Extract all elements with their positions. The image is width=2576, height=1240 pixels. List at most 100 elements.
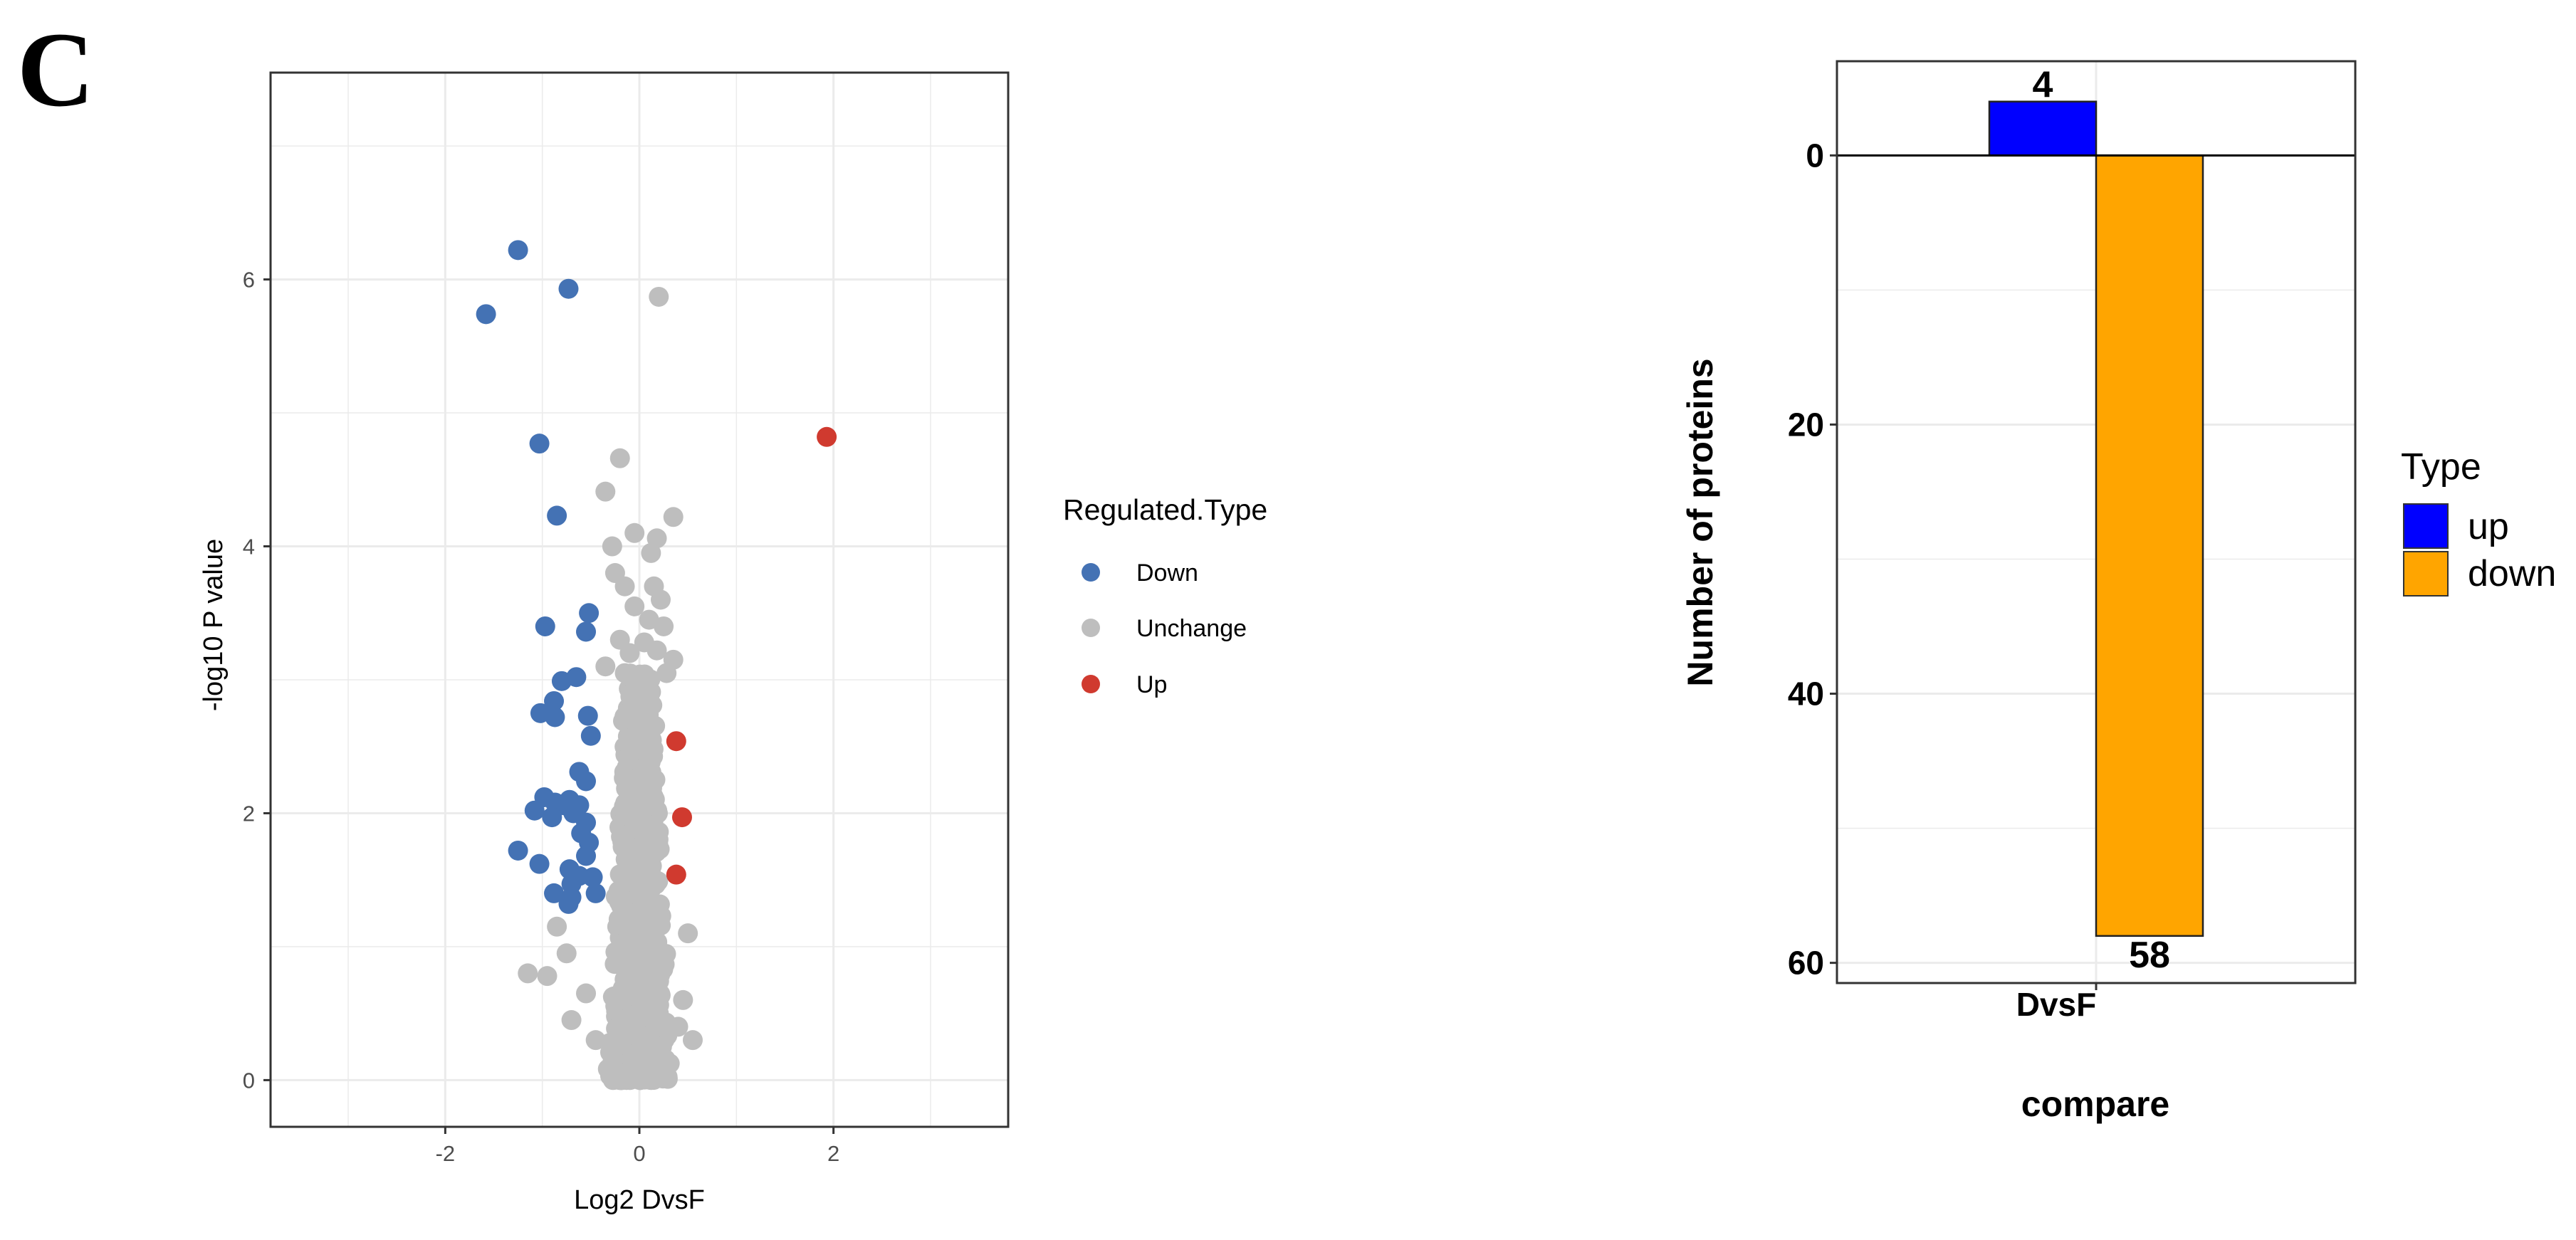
point-unchange [537, 966, 557, 987]
point-unchange-cloud [654, 1052, 675, 1073]
bar-down [2095, 154, 2204, 937]
point-down [508, 840, 528, 861]
point-unchange [641, 542, 661, 563]
point-unchange-cloud [622, 1049, 642, 1069]
point-unchange-cloud [642, 894, 662, 915]
point-unchange [656, 663, 677, 683]
point-down [558, 893, 579, 914]
point-down [544, 690, 565, 711]
point-unchange [561, 1010, 582, 1031]
point-unchange [678, 923, 698, 944]
point-unchange [654, 616, 674, 636]
point-unchange-cloud [627, 865, 648, 886]
bar-y-tick-label: 20 [1788, 406, 1824, 443]
point-down [544, 883, 565, 903]
volcano-x-tick-label: -2 [436, 1141, 456, 1166]
point-unchange-cloud [612, 831, 633, 852]
panel-label: C [17, 11, 94, 129]
legend-key-down [1082, 563, 1100, 582]
legend-key-down-bar [2403, 551, 2449, 597]
point-unchange [682, 1030, 703, 1051]
point-up [817, 426, 837, 447]
point-up [666, 731, 686, 752]
point-down [476, 304, 496, 325]
point-unchange [646, 640, 667, 661]
point-unchange [576, 983, 597, 1004]
bar-up [1988, 100, 2098, 157]
point-unchange-cloud [619, 745, 639, 765]
point-unchange-cloud [630, 972, 651, 992]
point-unchange [609, 448, 630, 468]
legend-label-down-bar: down [2468, 553, 2556, 594]
point-unchange [585, 1030, 606, 1051]
point-down [566, 667, 587, 688]
point-unchange-cloud [643, 1068, 664, 1089]
point-up [666, 864, 686, 885]
point-down [542, 807, 562, 828]
point-unchange [595, 656, 616, 677]
volcano-y-tick-label: 0 [243, 1068, 255, 1093]
point-down [545, 707, 565, 727]
volcano-x-tick-label: 0 [633, 1141, 645, 1166]
point-unchange [663, 507, 684, 527]
point-unchange [614, 663, 635, 683]
point-unchange-cloud [638, 690, 659, 711]
volcano-ticks: -2 0 2 0 2 4 6 [243, 268, 840, 1166]
bar-y-tick-label: 60 [1788, 945, 1824, 982]
point-down [579, 603, 600, 624]
point-unchange-cloud [613, 948, 634, 969]
point-down [585, 883, 606, 903]
point-unchange [595, 481, 616, 502]
point-unchange [602, 536, 622, 557]
legend-label-up: Up [1136, 671, 1167, 698]
legend-label-unchange: Unchange [1136, 615, 1247, 642]
point-down [547, 505, 567, 526]
point-down [576, 621, 597, 642]
point-unchange-cloud [605, 886, 626, 907]
bar-marks: 4 58 [1837, 65, 2355, 976]
bar-ticks: 0 20 40 60 DvsF [1788, 137, 2098, 1023]
point-down [529, 434, 550, 454]
point-unchange-cloud [644, 996, 664, 1016]
point-unchange-cloud [649, 821, 669, 842]
point-unchange [650, 589, 671, 610]
point-unchange-cloud [632, 811, 653, 831]
point-down [577, 705, 598, 726]
point-unchange [624, 596, 645, 616]
bar-y-axis-title: Number of proteins [1680, 358, 1720, 686]
point-down [508, 240, 528, 261]
point-unchange [668, 1016, 688, 1037]
point-unchange-cloud [626, 1021, 646, 1041]
point-down [558, 278, 579, 299]
bar-x-tick-label: DvsF [2016, 986, 2096, 1023]
point-unchange-cloud [628, 987, 649, 1008]
point-unchange-cloud [606, 1018, 627, 1039]
point-down [524, 800, 545, 821]
point-down [582, 867, 603, 888]
point-unchange [518, 963, 538, 984]
volcano-y-tick-label: 6 [243, 268, 255, 293]
volcano-y-axis-title: -log10 P value [199, 539, 229, 711]
bar-legend-title: Type [2401, 446, 2481, 488]
volcano-y-tick-label: 2 [243, 801, 255, 826]
bar-y-tick-label: 0 [1806, 137, 1824, 174]
volcano-points [476, 240, 837, 1091]
point-down [576, 846, 597, 866]
point-unchange [624, 522, 645, 543]
bar-chart: 4 58 0 20 40 60 DvsF compare Number of protei… [1680, 60, 2556, 1124]
legend-key-unchange [1082, 619, 1100, 637]
bar-legend: Type up down [2401, 446, 2556, 597]
point-unchange-cloud [639, 851, 660, 872]
bar-value-label-up: 4 [2033, 65, 2053, 106]
volcano-x-axis-title: Log2 DvsF [574, 1185, 705, 1215]
point-down [529, 853, 550, 874]
volcano-legend-title: Regulated.Type [1063, 493, 1267, 526]
point-unchange [556, 943, 577, 964]
volcano-y-tick-label: 4 [243, 535, 255, 559]
point-unchange-cloud [648, 1016, 669, 1037]
legend-label-up-bar: up [2468, 506, 2509, 547]
point-unchange [649, 286, 669, 307]
point-unchange-cloud [629, 945, 649, 965]
point-unchange [619, 643, 640, 663]
